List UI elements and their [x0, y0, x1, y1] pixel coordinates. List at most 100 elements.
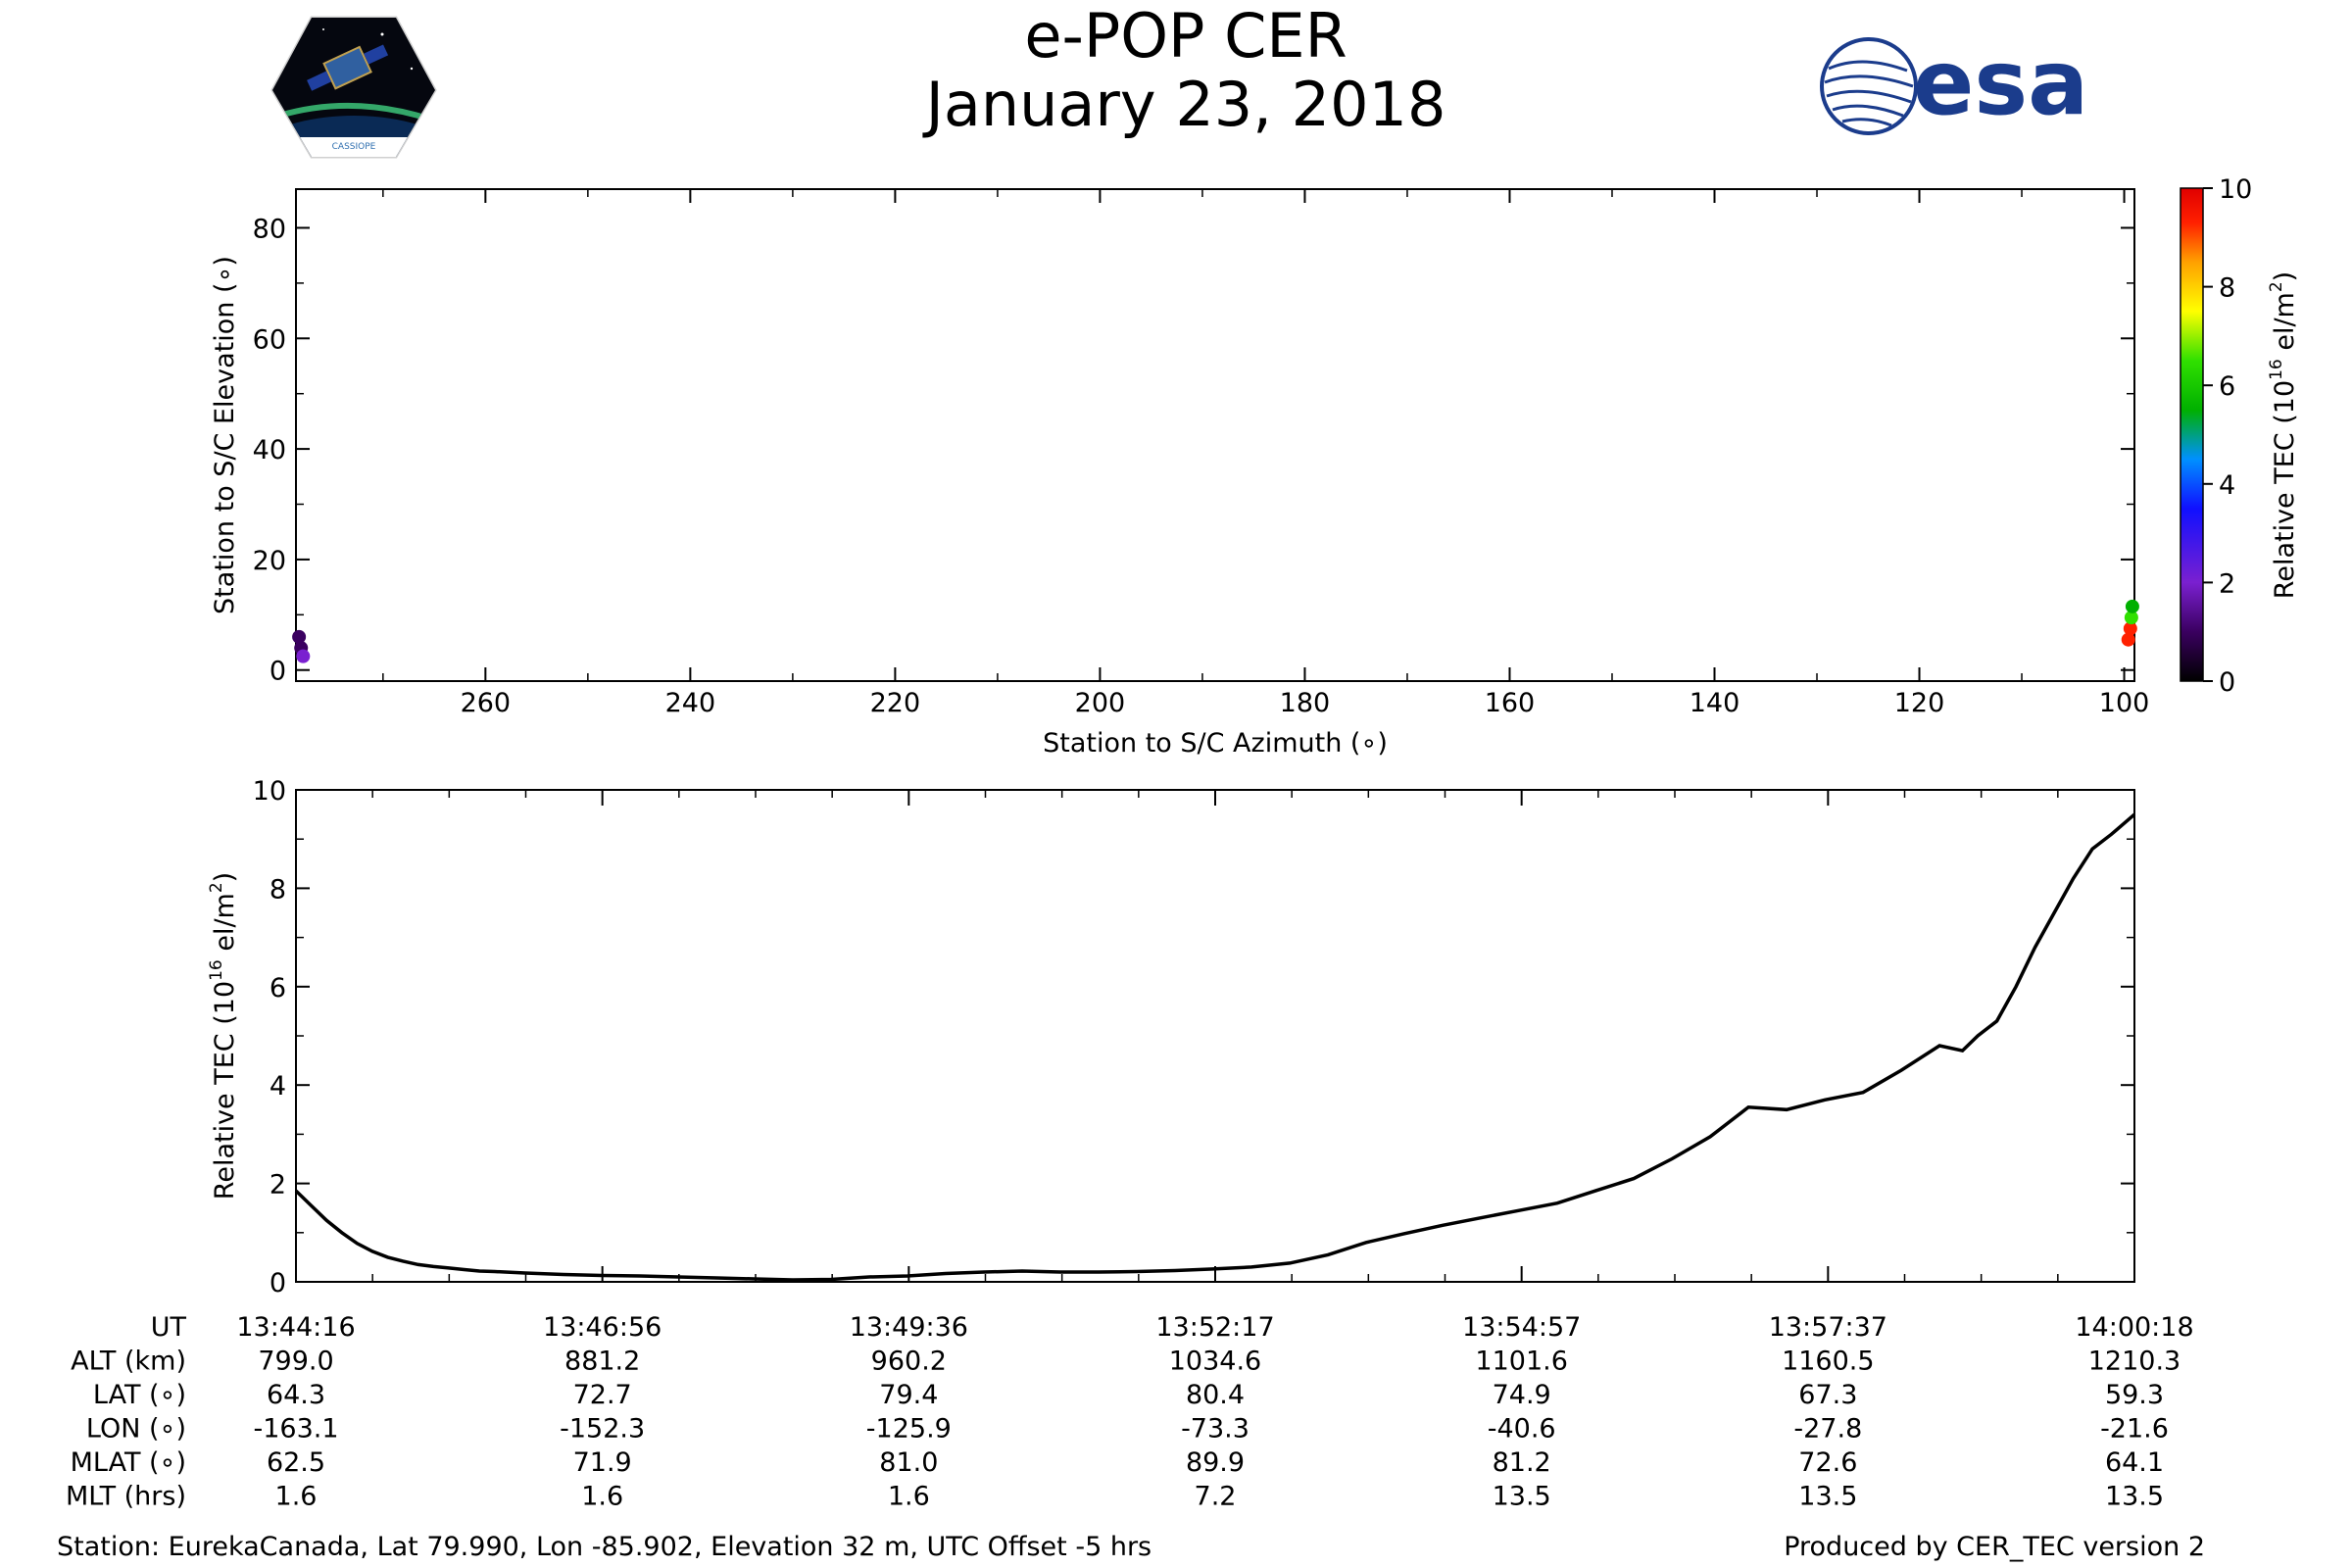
top-x-tick-label: 220	[870, 688, 921, 718]
table-cell: 1101.6	[1475, 1347, 1567, 1377]
table-row-label: MLT (hrs)	[66, 1482, 186, 1512]
colorbar-label-square: 2	[2267, 281, 2286, 292]
tec-point	[292, 629, 307, 644]
table-cell: 64.1	[2105, 1447, 2164, 1478]
figure-title: e-POP CER	[1024, 0, 1347, 72]
top-x-tick-label: 100	[2099, 688, 2150, 718]
top-y-tick-label: 20	[253, 546, 286, 576]
colorbar-tick-label: 2	[2219, 568, 2235, 599]
table-cell: 80.4	[1186, 1380, 1245, 1410]
elevation-azimuth-axes: 260 240 220 200 180 160 140 120 100 0 20 40 60 80	[253, 189, 2150, 718]
tec-time-axes: 0 2 4 6 8 10	[253, 776, 2135, 1298]
table-row-label: ALT (km)	[71, 1347, 186, 1377]
colorbar-label: Relative TEC (1016 el/m2)	[2267, 271, 2300, 599]
table-cell: 13.5	[2105, 1482, 2164, 1512]
table-cell: 72.7	[573, 1380, 632, 1410]
table-cell: 960.2	[871, 1347, 947, 1377]
table-cell: 13:44:16	[236, 1312, 355, 1343]
table-cell: 67.3	[1798, 1380, 1857, 1410]
table-row-label: LON (∘)	[86, 1414, 186, 1445]
bottom-y-tick-label: 2	[270, 1170, 286, 1200]
bottom-y-tick-label: 0	[270, 1268, 286, 1298]
top-y-tick-label: 0	[270, 657, 286, 687]
tec-point	[2124, 611, 2138, 625]
bottom-y-tick-label: 10	[253, 776, 286, 807]
colorbar-label-close: )	[2270, 271, 2300, 282]
table-cell: 13.5	[1798, 1482, 1857, 1512]
table-cell: 1.6	[275, 1482, 318, 1512]
tec-series-line	[294, 812, 2136, 1282]
colorbar-tick-label: 4	[2219, 470, 2235, 501]
colorbar-label-tail: el/m	[2270, 292, 2300, 359]
top-x-tick-label: 180	[1280, 688, 1331, 718]
station-info: Station: EurekaCanada, Lat 79.990, Lon -…	[57, 1532, 1152, 1562]
tec-point	[2125, 599, 2139, 613]
top-y-tick-label: 60	[253, 324, 286, 355]
colorbar-tick-label: 0	[2219, 667, 2235, 698]
elevation-azimuth-plot-frame	[295, 188, 2135, 682]
bottom-y-tick-label: 4	[270, 1071, 286, 1102]
top-x-tick-label: 120	[1894, 688, 1945, 718]
table-cell: 89.9	[1186, 1447, 1245, 1478]
esa-logo-text: esa	[1913, 30, 2088, 135]
table-cell: -27.8	[1793, 1414, 1862, 1445]
bottom-y-tick-label: 6	[270, 973, 286, 1004]
table-cell: -40.6	[1488, 1414, 1556, 1445]
top-x-tick-label: 160	[1485, 688, 1536, 718]
colorbar-tick-label: 10	[2219, 174, 2252, 205]
table-cell: 881.2	[564, 1347, 640, 1377]
table-cell: 13:46:56	[543, 1312, 662, 1343]
table-cell: 81.0	[879, 1447, 938, 1478]
tec-point	[296, 649, 311, 663]
table-cell: 59.3	[2105, 1380, 2164, 1410]
bottom-y-label-square: 2	[207, 882, 226, 893]
tec-point	[2123, 621, 2137, 636]
cassiope-logo: CASSIOPE	[270, 16, 437, 159]
table-cell: 13:54:57	[1462, 1312, 1581, 1343]
bottom-y-tick-label: 8	[270, 874, 286, 905]
table-cell: 1034.6	[1169, 1347, 1261, 1377]
table-cell: 13:49:36	[850, 1312, 968, 1343]
table-cell: -73.3	[1181, 1414, 1250, 1445]
table-cell: 64.3	[267, 1380, 325, 1410]
tec-time-plot-frame	[295, 789, 2135, 1283]
table-cell: 13.5	[1493, 1482, 1551, 1512]
table-cell: -21.6	[2100, 1414, 2169, 1445]
bottom-y-label-tail: el/m	[210, 893, 240, 959]
table-cell: 1210.3	[2088, 1347, 2180, 1377]
table-cell: 13:52:17	[1155, 1312, 1274, 1343]
table-cell: -163.1	[253, 1414, 338, 1445]
tec-point	[2121, 632, 2135, 647]
table-cell: 1.6	[888, 1482, 930, 1512]
top-y-tick-label: 80	[253, 214, 286, 244]
table-cell: -125.9	[866, 1414, 952, 1445]
top-x-tick-label: 140	[1690, 688, 1740, 718]
colorbar	[2180, 187, 2204, 682]
elevation-azimuth-points	[292, 599, 2139, 663]
top-y-tick-label: 40	[253, 435, 286, 466]
table-cell: 1.6	[581, 1482, 623, 1512]
table-cell: 71.9	[573, 1447, 632, 1478]
bottom-y-label-close: )	[210, 872, 240, 883]
produced-by: Produced by CER_TEC version 2	[1784, 1532, 2205, 1562]
top-x-tick-label: 260	[461, 688, 512, 718]
table-cell: 62.5	[267, 1447, 325, 1478]
table-cell: 14:00:18	[2075, 1312, 2193, 1343]
bottom-y-axis-label: Relative TEC (1016 el/m2)	[207, 872, 240, 1200]
table-cell: 13:57:37	[1769, 1312, 1887, 1343]
colorbar-ticks: 0 2 4 6 8 10	[2203, 174, 2252, 698]
table-cell: 7.2	[1195, 1482, 1237, 1512]
table-row-label: MLAT (∘)	[71, 1447, 186, 1478]
table-cell: 74.9	[1493, 1380, 1551, 1410]
ephemeris-table: UT ALT (km)LAT (∘) LON (∘)MLAT (∘) MLT (hrs…	[66, 1312, 2194, 1512]
bottom-y-label-exponent: 16	[207, 959, 226, 981]
top-x-axis-label: Station to S/C Azimuth (∘)	[1043, 728, 1388, 759]
table-cell: 72.6	[1798, 1447, 1857, 1478]
top-x-tick-label: 240	[665, 688, 716, 718]
colorbar-label-exponent: 16	[2267, 359, 2286, 380]
top-x-tick-label: 200	[1075, 688, 1126, 718]
top-y-axis-label: Station to S/C Elevation (∘)	[210, 256, 240, 614]
esa-logo: esa	[1820, 30, 2088, 135]
table-cell: 81.2	[1493, 1447, 1551, 1478]
